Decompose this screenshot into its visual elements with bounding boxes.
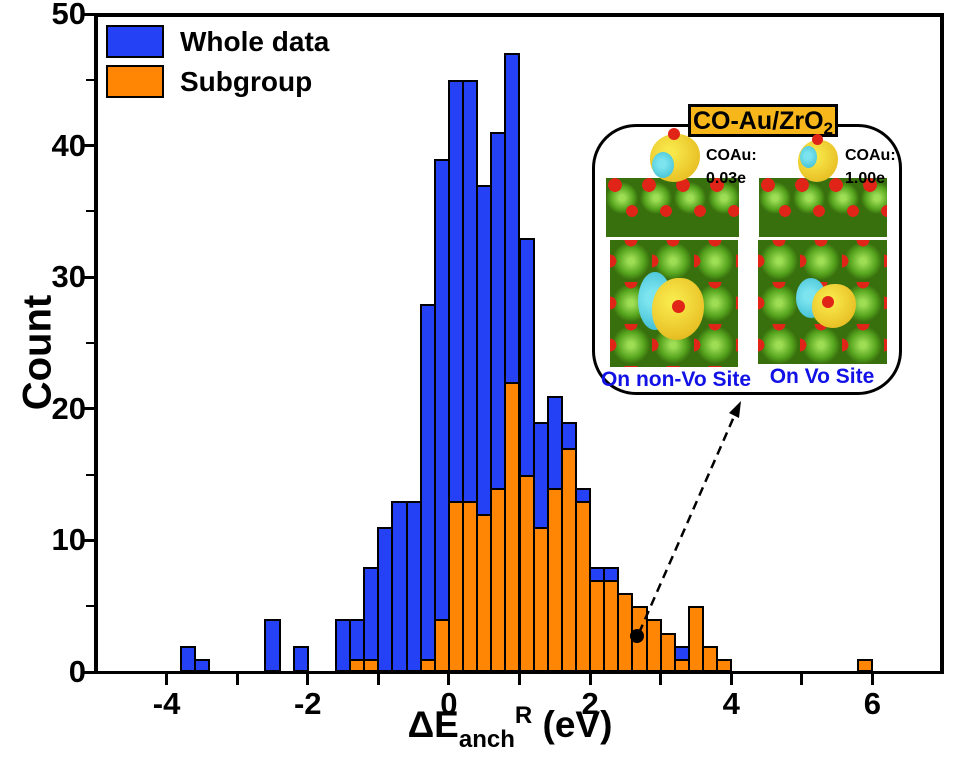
x-tick (447, 673, 451, 685)
structure-side-view-right (759, 178, 887, 237)
charge-label-left: COAu: 0.03e (706, 144, 757, 190)
charge-label-right: COAu: 1.00e (845, 144, 896, 190)
right-spine (940, 13, 944, 674)
legend-entry-whole-data: Whole data (106, 25, 329, 58)
x-tick (870, 673, 874, 685)
y-minor-tick (86, 78, 94, 81)
top-spine (94, 13, 943, 17)
legend: Whole data Subgroup (106, 25, 329, 105)
charge-label-left-line1: COAu: (706, 147, 757, 164)
y-tick-label: 10 (51, 522, 86, 558)
y-minor-tick (86, 210, 94, 213)
x-tick (800, 673, 804, 685)
x-tick-label: 2 (581, 686, 599, 721)
site-label-non-vo: On non-Vo Site (600, 368, 752, 391)
molecule-atom-left (668, 128, 680, 140)
x-tick (518, 673, 521, 685)
charge-label-right-line2: 1.00e (845, 170, 886, 187)
y-tick-label: 20 (51, 390, 86, 426)
isosurface-cyan-right (800, 146, 817, 168)
isosurface-cyan-left (652, 152, 674, 178)
y-tick (82, 12, 94, 16)
y-minor-tick (86, 342, 94, 344)
structure-top-view-left (610, 240, 738, 367)
x-tick-label: -4 (152, 686, 181, 721)
left-spine (94, 13, 98, 674)
annotation-data-point (630, 629, 644, 643)
x-tick-label: -2 (293, 686, 322, 721)
histogram-bar-subgroup (716, 658, 733, 672)
histogram-bar-subgroup (857, 658, 874, 672)
y-minor-tick (86, 605, 94, 608)
x-tick (659, 673, 663, 685)
charge-label-right-line1: COAu: (845, 147, 896, 164)
x-tick (376, 673, 380, 685)
x-tick-label: 4 (722, 686, 740, 721)
charge-label-left-line2: 0.03e (706, 170, 747, 187)
inset-title-subscript: 2 (823, 119, 833, 138)
legend-label-subgroup: Subgroup (180, 65, 313, 97)
x-tick-label: 6 (863, 686, 882, 721)
y-tick (82, 538, 94, 542)
y-tick (82, 144, 94, 148)
topview-yellow-right (812, 284, 856, 328)
inset-title: CO-Au/ZrO2 (688, 104, 838, 138)
legend-swatch-whole-data (106, 25, 164, 58)
inset-title-text: CO-Au/ZrO (692, 107, 824, 135)
x-tick-label: 0 (440, 686, 458, 721)
histogram-bar-whole (264, 619, 281, 672)
x-tick (235, 673, 239, 685)
x-title-superscript: R (514, 702, 533, 729)
topview-atom-left (672, 300, 685, 313)
legend-entry-subgroup: Subgroup (106, 65, 329, 98)
x-tick (588, 673, 592, 685)
y-tick (82, 670, 94, 674)
legend-swatch-subgroup (106, 65, 164, 98)
x-title-prefix: ΔE (407, 704, 459, 745)
y-tick-label: 50 (51, 0, 86, 31)
y-tick-label: 0 (68, 654, 86, 689)
histogram-bar-subgroup (363, 658, 380, 672)
annotation-dashed-line (637, 411, 738, 634)
histogram-bar-whole (193, 658, 210, 672)
y-minor-tick (86, 473, 94, 476)
bottom-spine (94, 670, 943, 674)
x-title-subscript: anch (458, 726, 515, 753)
y-tick (82, 407, 94, 411)
structure-side-view-left (606, 178, 739, 237)
x-title-suffix: (eV) (532, 704, 613, 745)
x-axis-title: ΔEanchR (eV) (310, 702, 710, 754)
topview-atom-right (822, 296, 834, 308)
annotation-arrowhead (729, 401, 741, 418)
histogram-bar-subgroup (659, 632, 676, 672)
y-tick-label: 40 (51, 127, 86, 163)
histogram-bar-whole (292, 645, 309, 672)
x-tick (165, 673, 169, 685)
legend-label-whole-data: Whole data (180, 25, 330, 57)
site-label-vo: On Vo Site (769, 365, 875, 388)
y-tick-label: 30 (51, 259, 86, 295)
y-tick (82, 275, 94, 279)
histogram-bar-subgroup (687, 606, 704, 672)
x-tick (306, 673, 310, 685)
molecule-atom-right (812, 134, 823, 145)
x-tick (729, 673, 733, 685)
